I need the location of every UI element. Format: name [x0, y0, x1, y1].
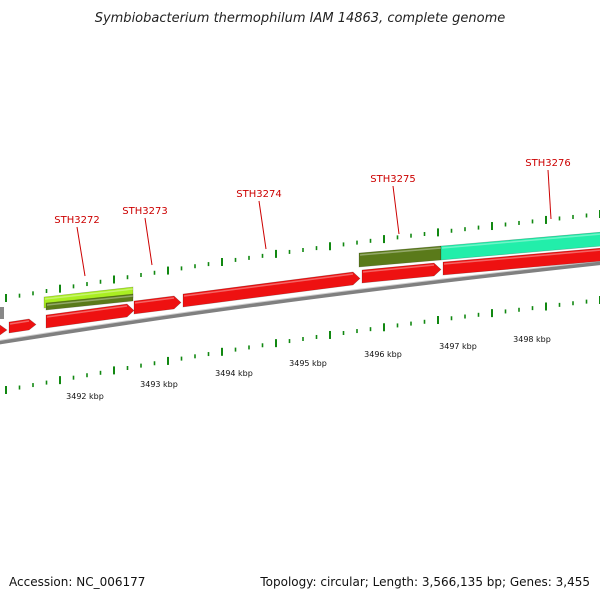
gene-arrow[interactable] — [0, 324, 8, 336]
leader-line — [76, 226, 86, 277]
gene-block-grey[interactable] — [0, 307, 4, 319]
gene-block-olive-highlight — [46, 295, 134, 306]
position-label: 3498 kbp — [513, 335, 551, 344]
position-label: 3495 kbp — [289, 359, 327, 368]
gene-arrow-sth3275-highlight — [362, 264, 435, 273]
genome-title: Symbiobacterium thermophilum IAM 14863, … — [95, 11, 506, 26]
gene-block-olive-highlight — [359, 247, 442, 256]
gene-arrow-sth3274[interactable] — [182, 271, 361, 308]
gene-arrow-highlight — [9, 320, 30, 325]
gene-block-olive[interactable] — [45, 293, 134, 311]
position-label: 3494 kbp — [215, 369, 253, 378]
gene-block-cyan[interactable] — [440, 231, 600, 261]
lower-tick-track — [5, 296, 600, 394]
gene-label-sth3273[interactable]: STH3273 — [122, 206, 167, 217]
gene-label-sth3276[interactable]: STH3276 — [525, 158, 570, 169]
genome-summary-text: Topology: circular; Length: 3,566,135 bp… — [259, 575, 590, 589]
leader-line — [392, 185, 400, 235]
position-label: 3496 kbp — [364, 350, 402, 359]
upper-tick-track — [5, 210, 600, 302]
gene-label-sth3272[interactable]: STH3272 — [54, 215, 99, 226]
label-leader-lines — [76, 169, 552, 277]
gene-label-layer: STH3272 STH3273 STH3274 STH3275 STH3276 — [54, 158, 570, 226]
position-label-layer: 3492 kbp 3493 kbp 3494 kbp 3495 kbp 3496 kbp… — [66, 335, 551, 401]
gene-label-sth3275[interactable]: STH3275 — [370, 174, 415, 185]
genome-backbone-highlight — [0, 260, 600, 341]
genome-backbone — [0, 261, 600, 345]
gene-track — [0, 231, 600, 336]
gene-arrow-sth3274-highlight — [183, 273, 354, 297]
position-label: 3497 kbp — [439, 342, 477, 351]
leader-line — [144, 217, 153, 266]
position-label: 3493 kbp — [140, 380, 178, 389]
leader-line — [547, 169, 552, 220]
gene-arrow-sth3276-highlight — [443, 249, 600, 265]
gene-arrow-sth3272-highlight — [46, 305, 128, 318]
accession-text: Accession: NC_006177 — [9, 575, 145, 589]
gene-arrow-sth3273[interactable] — [133, 295, 182, 315]
leader-line — [258, 200, 267, 250]
gene-arrow-sth3276[interactable] — [442, 247, 600, 276]
gene-label-sth3274[interactable]: STH3274 — [236, 189, 281, 200]
gene-arrow-sth3273-highlight — [134, 297, 175, 304]
gene-block-lime-highlight — [44, 288, 134, 300]
gene-arrow-sth3275[interactable] — [361, 262, 442, 284]
gene-arrow[interactable] — [8, 318, 37, 334]
position-label: 3492 kbp — [66, 392, 104, 401]
gene-block-cyan-highlight — [441, 233, 600, 249]
gene-arrow-sth3272[interactable] — [45, 303, 135, 329]
